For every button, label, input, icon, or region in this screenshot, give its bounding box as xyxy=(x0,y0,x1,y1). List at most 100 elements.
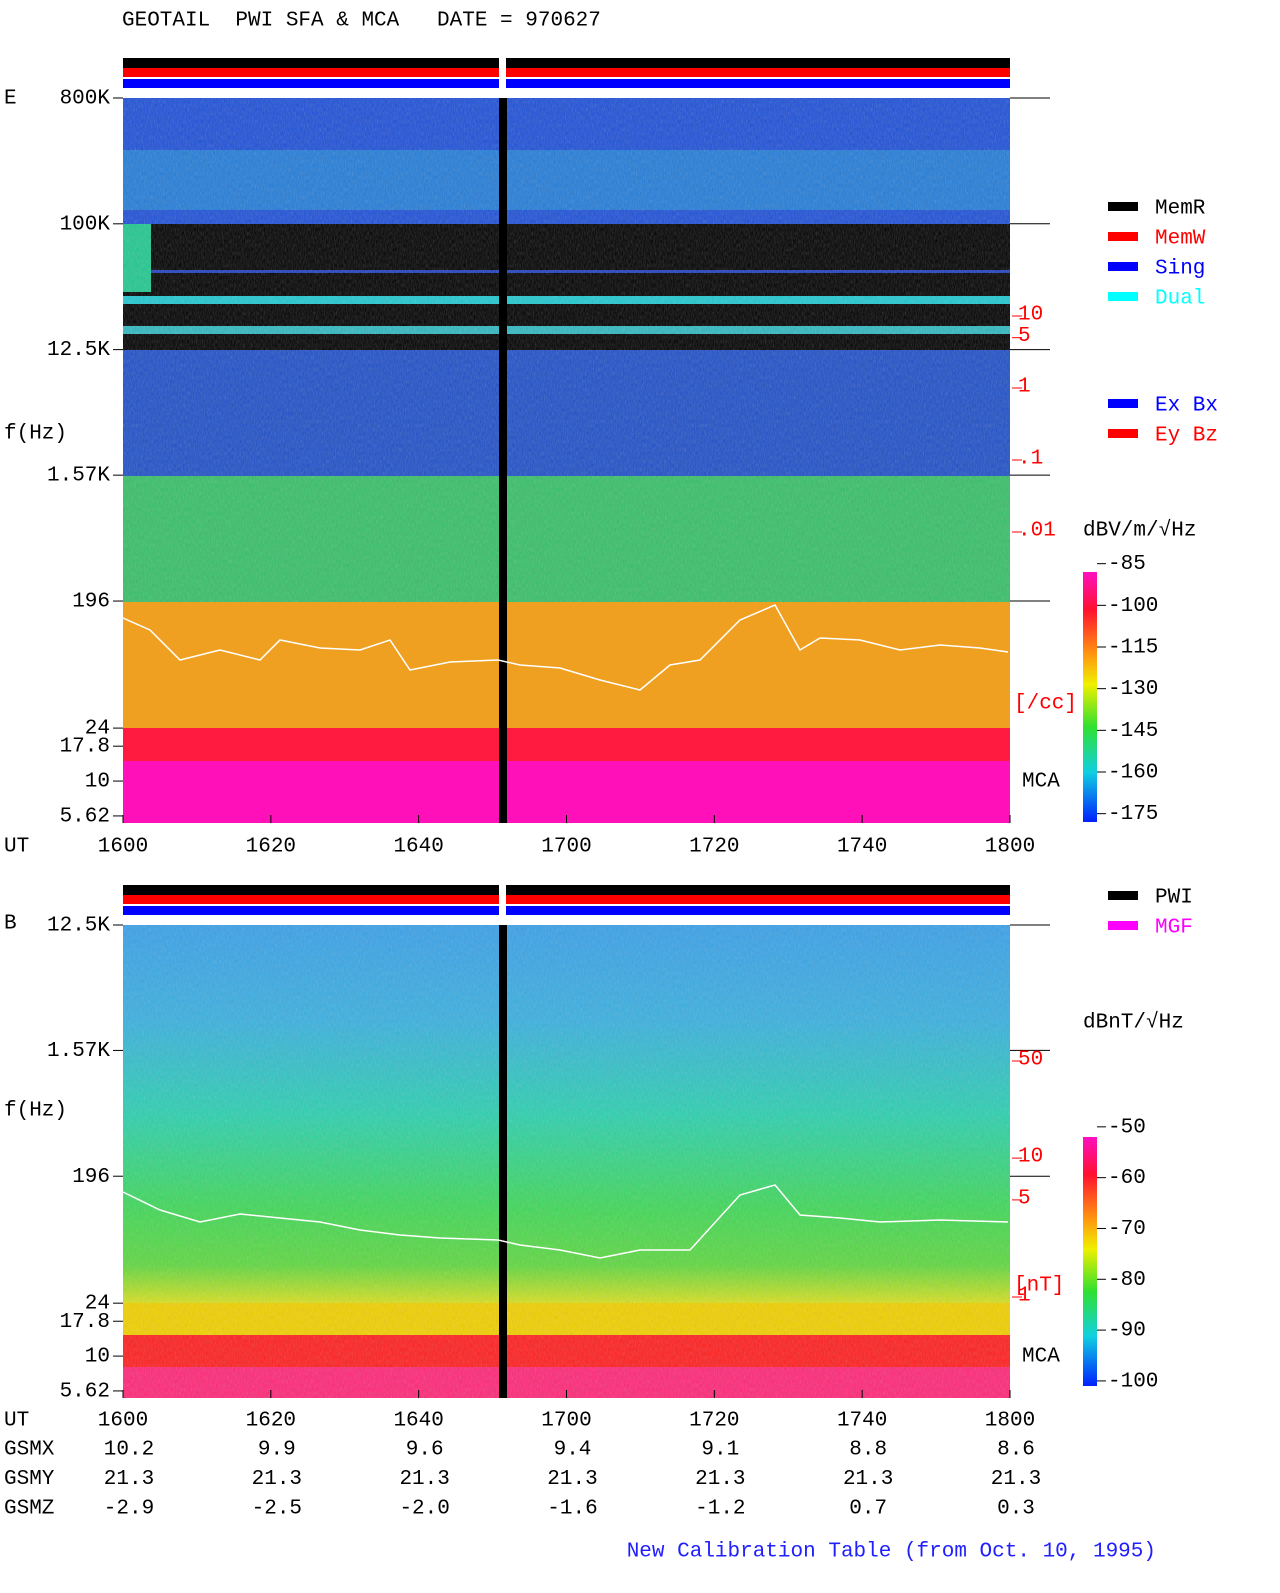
ephemeris-value: 0.7 xyxy=(849,1498,887,1521)
colorbar-tick-label: -70 xyxy=(1108,1218,1146,1241)
colorbar-tick-label: -100 xyxy=(1108,595,1158,618)
colorbar-tick-label: -90 xyxy=(1108,1320,1146,1343)
colorbar-label: dBnT/√Hz xyxy=(1083,1011,1184,1035)
ephemeris-value: 8.8 xyxy=(849,1439,887,1462)
x-tick-label: 1800 xyxy=(985,836,1035,859)
colorbar-tick-label: -175 xyxy=(1108,803,1158,826)
ephemeris-value: 21.3 xyxy=(843,1468,893,1491)
mca-label: MCA xyxy=(1022,771,1060,794)
ephemeris-value: 0.3 xyxy=(997,1498,1035,1521)
legend-swatch xyxy=(1108,399,1138,408)
x-tick-label: 1600 xyxy=(98,836,148,859)
legend-swatch xyxy=(1108,891,1138,900)
chart-title: GEOTAIL PWI SFA & MCA DATE = 970627 xyxy=(122,10,601,33)
ephemeris-value: 9.1 xyxy=(701,1439,739,1462)
legend-swatch xyxy=(1108,292,1138,301)
legend-label: Sing xyxy=(1155,258,1205,281)
y-axis-label: f(Hz) xyxy=(4,1100,67,1123)
legend-swatch xyxy=(1108,232,1138,241)
ephemeris-value: 21.3 xyxy=(695,1468,745,1491)
y2-tick-label: .1 xyxy=(1018,448,1043,471)
y-tick-label: 10 xyxy=(85,771,110,794)
y2-tick-label: 5 xyxy=(1018,325,1031,348)
colorbar-tick-label: -80 xyxy=(1108,1269,1146,1292)
y-tick-label: 196 xyxy=(72,591,110,614)
spectrogram-layout xyxy=(122,58,1097,1398)
legend-label: MGF xyxy=(1155,917,1193,940)
legend-swatch xyxy=(1108,429,1138,438)
y-tick-label: 12.5K xyxy=(47,339,110,362)
ephemeris-value: 21.3 xyxy=(547,1468,597,1491)
legend-swatch xyxy=(1108,921,1138,930)
x-tick-label: 1740 xyxy=(837,1410,887,1433)
y-axis-label: f(Hz) xyxy=(4,423,67,446)
panel-label: B xyxy=(4,913,17,936)
legend-label: MemR xyxy=(1155,198,1206,221)
colorbar-tick-label: -50 xyxy=(1108,1116,1146,1139)
x-tick-label: 1720 xyxy=(689,836,739,859)
ephemeris-value: 21.3 xyxy=(991,1468,1041,1491)
colorbar-tick-label: -115 xyxy=(1108,637,1158,660)
y2-tick-label: 5 xyxy=(1018,1187,1031,1210)
y2-axis-label: [nT] xyxy=(1014,1275,1064,1298)
colorbar-tick-label: -60 xyxy=(1108,1167,1146,1190)
ephemeris-name: GSMY xyxy=(4,1468,55,1491)
legend-label: MemW xyxy=(1155,228,1206,251)
legend-swatch xyxy=(1108,262,1138,271)
ephemeris-value: 21.3 xyxy=(252,1468,302,1491)
y2-axis-label: [/cc] xyxy=(1014,693,1077,716)
footnote: New Calibration Table (from Oct. 10, 199… xyxy=(627,1541,1156,1564)
ephemeris-value: -1.6 xyxy=(547,1498,597,1521)
x-tick-label: 1640 xyxy=(393,1410,443,1433)
y-tick-label: 17.8 xyxy=(60,1311,110,1334)
y2-tick-label: 10 xyxy=(1018,1146,1043,1169)
y-tick-label: 12.5K xyxy=(47,915,110,938)
y-tick-label: 17.8 xyxy=(60,736,110,759)
x-axis-label: UT xyxy=(4,1410,29,1433)
y-tick-label: 1.57K xyxy=(47,465,110,488)
ephemeris-value: 9.4 xyxy=(554,1439,592,1462)
legend-label: Ey Bz xyxy=(1155,425,1218,448)
colorbar-tick-label: -85 xyxy=(1108,553,1146,576)
panel-label: E xyxy=(4,88,17,111)
y-tick-label: 196 xyxy=(72,1166,110,1189)
y2-tick-label: 10 xyxy=(1018,304,1043,327)
ephemeris-value: -2.5 xyxy=(252,1498,302,1521)
ephemeris-value: 9.9 xyxy=(258,1439,296,1462)
ephemeris-value: 21.3 xyxy=(399,1468,449,1491)
y-tick-label: 5.62 xyxy=(60,1380,110,1403)
x-axis-label: UT xyxy=(4,836,29,859)
legend-label: Dual xyxy=(1155,288,1205,311)
x-tick-label: 1700 xyxy=(541,1410,591,1433)
x-tick-label: 1620 xyxy=(246,1410,296,1433)
legend-swatch xyxy=(1108,202,1138,211)
y2-tick-label: 1 xyxy=(1018,1285,1031,1308)
y-tick-label: 5.62 xyxy=(60,805,110,828)
colorbar-tick-label: -100 xyxy=(1108,1370,1158,1393)
x-tick-label: 1720 xyxy=(689,1410,739,1433)
ephemeris-value: -2.0 xyxy=(399,1498,449,1521)
legend-label: PWI xyxy=(1155,887,1193,910)
ephemeris-name: GSMX xyxy=(4,1439,55,1462)
x-tick-label: 1700 xyxy=(541,836,591,859)
ephemeris-value: -2.9 xyxy=(104,1498,154,1521)
x-tick-label: 1600 xyxy=(98,1410,148,1433)
ephemeris-value: 21.3 xyxy=(104,1468,154,1491)
y-tick-label: 24 xyxy=(85,1293,110,1316)
x-tick-label: 1740 xyxy=(837,836,887,859)
ephemeris-name: GSMZ xyxy=(4,1498,54,1521)
ephemeris-value: -1.2 xyxy=(695,1498,745,1521)
mca-label: MCA xyxy=(1022,1346,1060,1369)
colorbar-tick-label: -130 xyxy=(1108,678,1158,701)
x-tick-label: 1620 xyxy=(246,836,296,859)
y2-tick-label: 1 xyxy=(1018,376,1031,399)
y2-tick-label: 50 xyxy=(1018,1049,1043,1072)
colorbar-label: dBV/m/√Hz xyxy=(1083,519,1196,543)
colorbar-tick-label: -160 xyxy=(1108,762,1158,785)
y-tick-label: 1.57K xyxy=(47,1040,110,1063)
ephemeris-value: 8.6 xyxy=(997,1439,1035,1462)
colorbar-tick-label: -145 xyxy=(1108,720,1158,743)
y-tick-label: 10 xyxy=(85,1346,110,1369)
y-tick-label: 800K xyxy=(60,88,111,111)
